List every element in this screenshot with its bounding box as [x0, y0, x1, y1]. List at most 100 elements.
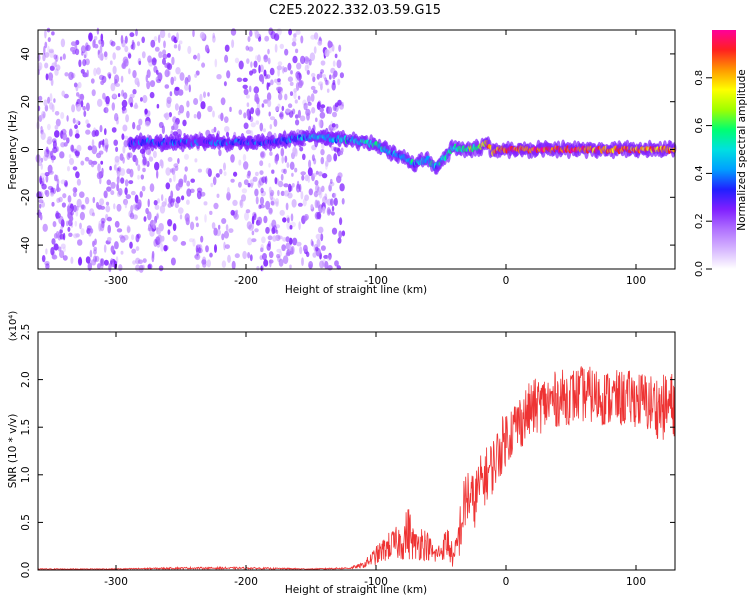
noise-speck: [68, 157, 75, 166]
noise-speck: [137, 174, 140, 180]
noise-speck: [277, 189, 280, 197]
noise-speck: [221, 260, 227, 268]
noise-speck: [248, 85, 252, 93]
noise-speck: [77, 239, 83, 246]
noise-speck: [311, 107, 316, 114]
noise-speck: [136, 41, 141, 47]
noise-speck: [224, 126, 230, 133]
noise-speck: [43, 154, 48, 162]
noise-speck: [223, 162, 226, 171]
noise-speck: [210, 182, 214, 188]
noise-speck: [112, 93, 117, 98]
noise-speck: [146, 160, 150, 167]
noise-speck: [170, 190, 174, 199]
noise-speck: [226, 187, 230, 195]
noise-speck: [258, 204, 262, 209]
noise-speck: [205, 167, 211, 175]
noise-speck: [218, 224, 221, 230]
x-tick-label: -200: [234, 275, 258, 287]
noise-speck: [313, 32, 319, 40]
noise-speck: [318, 119, 322, 128]
noise-speck: [40, 157, 44, 163]
noise-speck: [223, 171, 227, 177]
noise-speck: [85, 102, 90, 112]
noise-speck: [50, 150, 54, 158]
noise-speck: [285, 108, 291, 113]
noise-speck: [94, 255, 100, 262]
noise-speck: [319, 260, 325, 269]
noise-speck: [98, 220, 101, 230]
noise-speck: [315, 233, 322, 240]
noise-speck: [173, 76, 177, 82]
noise-speck: [301, 174, 305, 181]
noise-speck: [101, 39, 105, 48]
noise-speck: [276, 253, 281, 259]
noise-speck: [334, 260, 339, 267]
noise-speck: [90, 228, 94, 234]
spectrogram-signal-track: [126, 127, 677, 175]
noise-speck: [339, 183, 345, 192]
noise-speck: [59, 250, 65, 259]
noise-speck: [331, 206, 335, 212]
noise-speck: [341, 198, 345, 205]
noise-speck: [268, 251, 274, 259]
noise-speck: [311, 154, 315, 162]
noise-speck: [114, 83, 121, 87]
noise-speck: [331, 123, 336, 128]
noise-speck: [194, 73, 198, 78]
noise-speck: [293, 88, 298, 93]
noise-speck: [299, 246, 303, 255]
noise-speck: [47, 185, 54, 190]
noise-speck: [75, 83, 79, 92]
noise-speck: [175, 67, 181, 75]
noise-speck: [251, 238, 257, 243]
noise-speck: [55, 64, 61, 71]
noise-speck: [308, 59, 312, 66]
noise-speck: [93, 36, 98, 41]
noise-speck: [147, 198, 150, 208]
noise-speck: [294, 167, 298, 173]
noise-speck: [220, 97, 226, 106]
noise-speck: [165, 167, 171, 176]
noise-speck: [172, 223, 177, 232]
noise-speck: [235, 209, 239, 214]
noise-speck: [71, 104, 76, 113]
noise-speck: [256, 266, 260, 271]
snr-frame: [37, 331, 676, 571]
noise-speck: [310, 34, 316, 40]
noise-speck: [102, 92, 106, 100]
noise-speck: [306, 251, 310, 258]
noise-speck: [249, 254, 253, 262]
noise-speck: [160, 243, 164, 252]
noise-speck: [328, 252, 332, 260]
noise-speck: [277, 61, 283, 66]
noise-speck: [96, 67, 101, 75]
noise-speck: [263, 128, 266, 133]
noise-speck: [134, 194, 139, 204]
noise-speck: [246, 173, 251, 179]
noise-speck: [147, 211, 152, 221]
noise-speck: [44, 62, 49, 69]
noise-speck: [263, 55, 268, 60]
noise-speck: [174, 165, 179, 171]
noise-speck: [278, 92, 283, 101]
noise-speck: [124, 35, 128, 44]
noise-speck: [135, 157, 139, 166]
noise-speck: [214, 58, 218, 68]
noise-speck: [302, 99, 307, 106]
noise-speck: [314, 180, 319, 186]
noise-speck: [53, 243, 59, 251]
noise-speck: [272, 225, 278, 234]
noise-speck: [269, 191, 274, 201]
noise-speck: [103, 244, 107, 253]
noise-speck: [50, 192, 54, 197]
noise-speck: [278, 87, 283, 94]
noise-speck: [107, 72, 112, 78]
noise-speck: [318, 171, 323, 177]
noise-speck: [261, 103, 265, 108]
noise-speck: [174, 103, 179, 111]
noise-speck: [74, 220, 78, 227]
noise-speck: [321, 185, 325, 192]
noise-speck: [156, 213, 159, 220]
noise-speck: [159, 205, 166, 214]
